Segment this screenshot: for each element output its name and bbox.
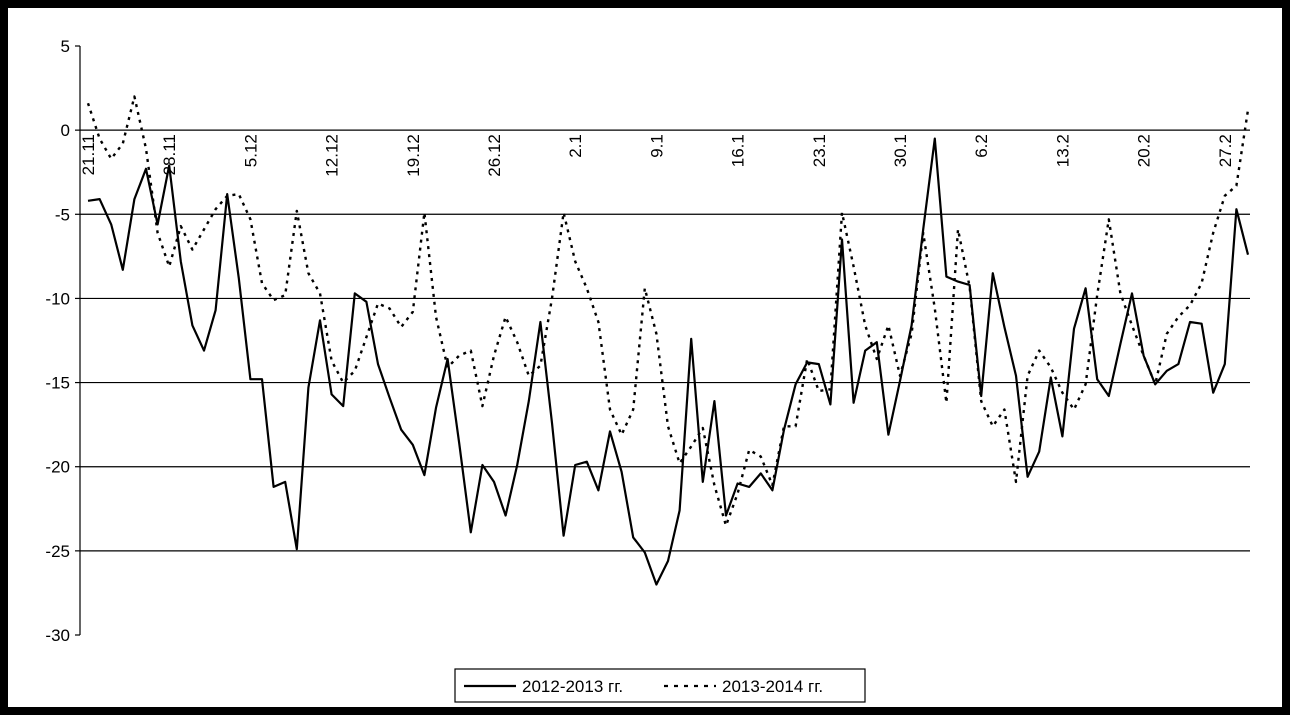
legend: 2012-2013 гг. 2013-2014 гг. [454, 668, 866, 703]
series-lines [86, 95, 1250, 586]
x-tick-label: 2.1 [566, 134, 585, 158]
y-tick-label: -10 [45, 289, 70, 308]
series-line-2 [86, 95, 1250, 527]
y-tick-label: -30 [45, 626, 70, 645]
x-tick-label: 5.12 [241, 134, 260, 167]
legend-label-series-1: 2012-2013 гг. [522, 677, 623, 696]
x-tick-label: 30.1 [891, 134, 910, 167]
y-tick-label: 0 [61, 121, 70, 140]
x-tick-label: 28.11 [160, 134, 179, 175]
x-tick-label: 26.12 [485, 134, 504, 177]
x-tick-label: 16.1 [729, 134, 748, 167]
y-tick-label: -15 [45, 374, 70, 393]
legend-box [454, 668, 866, 703]
axes [75, 45, 81, 636]
gridlines [80, 129, 1250, 552]
x-tick-label: 23.1 [810, 134, 829, 167]
x-tick-label: 27.2 [1216, 134, 1235, 167]
series-line-1 [87, 137, 1250, 586]
legend-label-series-2: 2013-2014 гг. [722, 677, 823, 696]
x-tick-label: 9.1 [647, 134, 666, 158]
y-tick-label: -25 [45, 542, 70, 561]
x-tick-label: 12.12 [323, 134, 342, 177]
x-tick-label: 13.2 [1053, 134, 1072, 167]
x-tick-label: 21.11 [79, 134, 98, 175]
y-tick-label: -20 [45, 458, 70, 477]
x-tick-label: 20.2 [1135, 134, 1154, 167]
x-tick-labels: 21.11 28.11 5.12 12.12 19.12 26.12 2.1 9.1 16.1 2… [79, 134, 1235, 177]
x-tick-label: 6.2 [972, 134, 991, 158]
y-tick-labels: 5 0 -5 -10 -15 -20 -25 -30 [45, 37, 70, 645]
y-tick-label: 5 [61, 37, 70, 56]
x-tick-label: 19.12 [404, 134, 423, 177]
y-tick-label: -5 [55, 205, 70, 224]
chart-frame: 5 0 -5 -10 -15 -20 -25 -30 21.11 28.11 5.12 12.12 1… [8, 8, 1282, 707]
line-chart: 5 0 -5 -10 -15 -20 -25 -30 21.11 28.11 5.12 12.12 1… [45, 37, 1250, 703]
